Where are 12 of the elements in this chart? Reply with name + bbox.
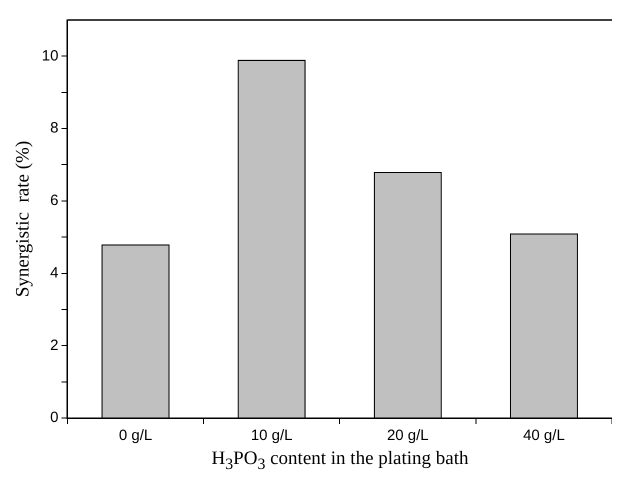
x-tick-label: 0 g/L	[118, 427, 152, 444]
y-tick-label: 10	[42, 47, 58, 64]
x-tick-label: 40 g/L	[523, 427, 565, 444]
y-axis-title: Synergistic rate (%)	[12, 140, 34, 298]
y-tick-label: 2	[50, 336, 58, 354]
y-tick-label: 6	[50, 192, 58, 210]
x-tick-label: 20 g/L	[386, 427, 429, 444]
y-tick-label: 8	[50, 120, 58, 137]
y-tick-label: 0	[50, 409, 58, 426]
x-tick-label: 10 g/L	[250, 427, 293, 444]
x-axis-title: H$_{3}$PO$_{3}$ content in the plating bath	[210, 448, 470, 474]
y-tick-label: 4	[50, 264, 58, 282]
